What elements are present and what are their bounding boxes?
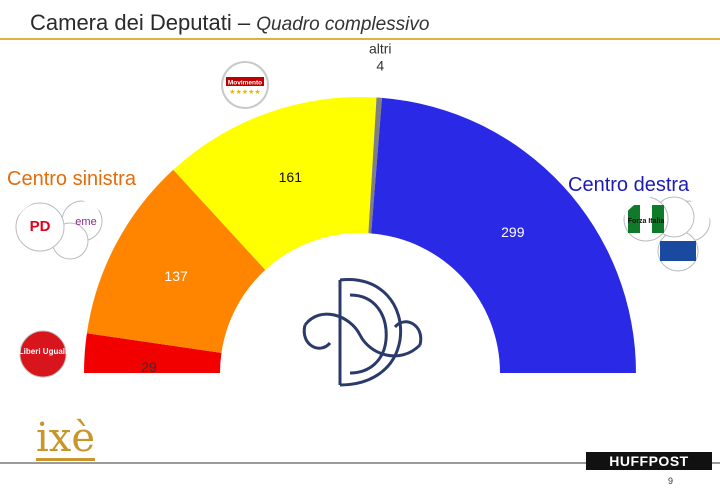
pd-logo-text: PD bbox=[30, 218, 51, 235]
slice-centro-destra bbox=[371, 97, 636, 374]
m5s-logo: Movimento ★★★★★ bbox=[221, 61, 269, 109]
leu-logo-text: Liberi Uguali bbox=[19, 347, 67, 356]
chart-labels: 29 137 161 altri 4 299 bbox=[141, 41, 525, 375]
title-subtitle: Quadro complessivo bbox=[256, 14, 430, 35]
coalition-label-right: Centro destra bbox=[568, 174, 690, 196]
pd-logo-group: PD eme bbox=[15, 200, 103, 260]
slice-liberi-e-uguali bbox=[84, 333, 222, 373]
ixe-logo: ixè bbox=[36, 415, 96, 461]
page-number: 9 bbox=[668, 476, 674, 486]
page-title: Camera dei Deputati – Quadro complessivo bbox=[30, 10, 429, 36]
title-main: Camera dei Deputati bbox=[30, 10, 232, 35]
footer-divider bbox=[0, 462, 720, 464]
cdx-logo-text: Forza Italia bbox=[628, 218, 665, 225]
title-separator: – bbox=[237, 10, 251, 35]
slice-altri bbox=[368, 97, 382, 234]
svg-text:eme: eme bbox=[75, 216, 96, 228]
slice-centro-sinistra bbox=[86, 169, 266, 353]
slice-label-movimento-5-stelle: 161 bbox=[279, 169, 303, 185]
svg-text:★★★★★: ★★★★★ bbox=[229, 88, 260, 96]
slice-label-centro-sinistra: 137 bbox=[164, 268, 188, 284]
chart-slices bbox=[84, 96, 636, 374]
slice-label-liberi-e-uguali: 29 bbox=[141, 359, 157, 375]
huffpost-logo: HUFFPOST bbox=[586, 452, 712, 470]
title-divider bbox=[0, 38, 720, 40]
slice-label-centro-destra: 299 bbox=[501, 224, 525, 240]
leu-logo: Liberi Uguali bbox=[19, 330, 67, 378]
slice-movimento-5-stelle bbox=[173, 96, 377, 270]
emblem-icon bbox=[302, 277, 423, 387]
cdx-logo-group: Forza Italia bbox=[623, 196, 711, 272]
m5s-logo-text: Movimento bbox=[228, 80, 262, 87]
slice-label-altri: altri 4 bbox=[369, 41, 392, 74]
coalition-label-left: Centro sinistra bbox=[7, 168, 136, 190]
